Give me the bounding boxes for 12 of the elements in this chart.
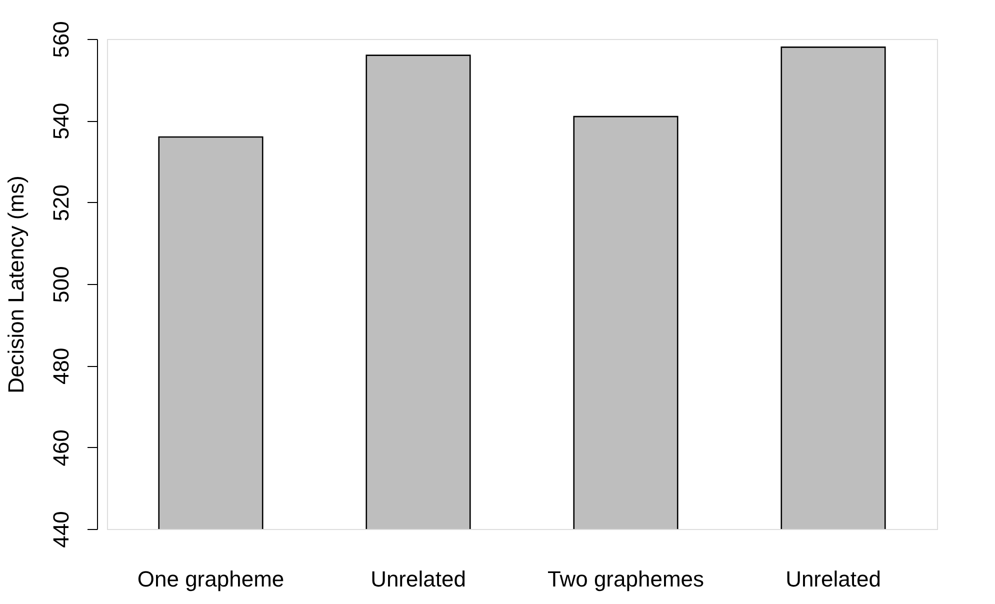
y-tick-label: 560: [48, 21, 74, 58]
x-tick-label: Two graphemes: [547, 566, 704, 592]
y-tick-label: 480: [48, 348, 74, 385]
y-axis-title: Decision Latency (ms): [4, 176, 28, 394]
x-tick-label: Unrelated: [370, 566, 466, 592]
y-tick-label: 440: [48, 511, 74, 548]
x-tick-label: One grapheme: [137, 566, 284, 592]
y-tick-label: 540: [48, 102, 74, 140]
y-tick-label: 460: [48, 429, 74, 466]
x-tick-label: Unrelated: [786, 566, 881, 592]
y-tick-label: 500: [48, 266, 74, 303]
y-tick-label: 520: [48, 184, 74, 222]
